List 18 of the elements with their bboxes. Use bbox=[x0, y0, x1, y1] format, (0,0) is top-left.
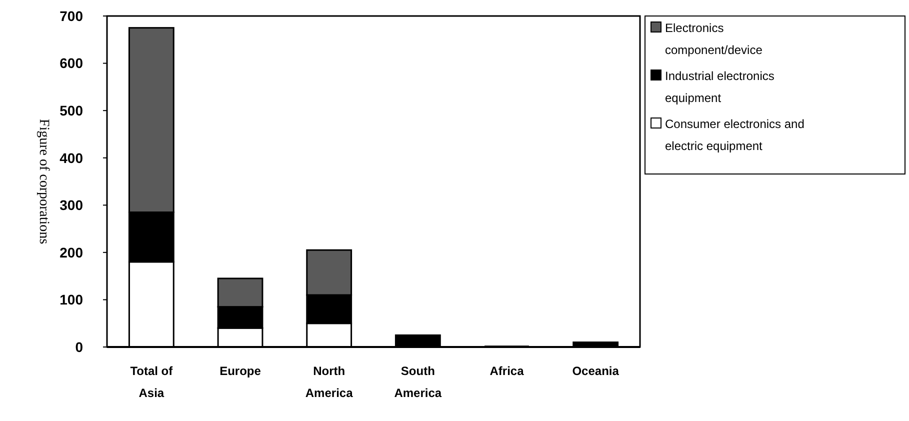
y-tick-label: 100 bbox=[60, 292, 84, 308]
y-tick-label: 0 bbox=[75, 338, 84, 355]
y-axis-title: Figure of corporations bbox=[36, 118, 51, 244]
y-tick-label: 500 bbox=[60, 102, 84, 118]
legend-label: Consumer electronics and electric equipment bbox=[665, 117, 804, 153]
x-tick-label: Total of Asia bbox=[130, 364, 174, 400]
y-tick-label: 300 bbox=[60, 197, 84, 214]
y-tick-label: 600 bbox=[60, 55, 84, 72]
x-tick-label: Africa bbox=[490, 364, 524, 378]
x-tick-label: Oceania bbox=[572, 364, 620, 378]
y-tick-label: 200 bbox=[60, 244, 84, 260]
y-tick-label: 400 bbox=[60, 150, 84, 166]
x-tick-label: Europe bbox=[220, 364, 262, 378]
legend-label: Electronics component/device bbox=[665, 21, 763, 57]
x-tick-label: South America bbox=[394, 364, 442, 400]
x-tick-label: North America bbox=[305, 364, 354, 400]
y-tick-label: 700 bbox=[60, 8, 84, 24]
legend-label: Industrial electronics equipment bbox=[665, 69, 774, 105]
